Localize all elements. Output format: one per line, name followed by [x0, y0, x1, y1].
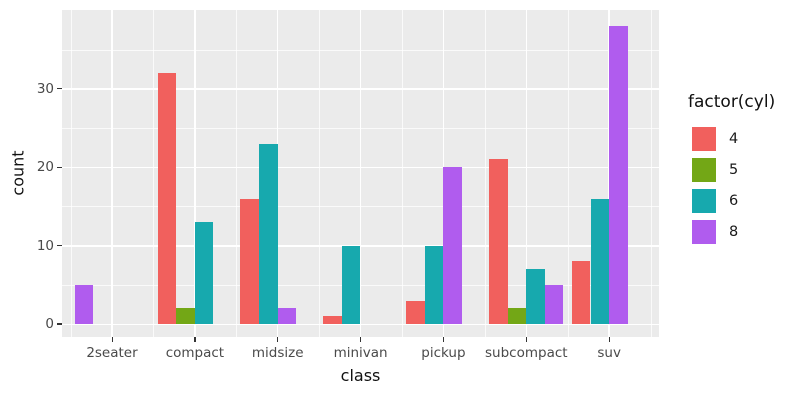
legend-label-5: 5 — [729, 162, 739, 178]
legend-key-6 — [692, 189, 716, 213]
x-tick-pickup — [442, 337, 445, 342]
gridline-minor-x — [402, 10, 403, 337]
x-tick-label-suv: suv — [597, 345, 621, 361]
y-tick-0 — [57, 323, 62, 325]
bar-pickup-cyl6 — [424, 245, 444, 324]
legend-title: factor(cyl) — [688, 92, 776, 112]
bar-compact-cyl6 — [194, 222, 214, 324]
x-axis-title: class — [340, 366, 381, 385]
x-tick-2seater — [111, 337, 113, 342]
x-tick-midsize — [277, 337, 279, 342]
y-tick-label-0: 0 — [45, 316, 54, 332]
legend-item-5: 5 — [688, 158, 775, 182]
x-tick-label-pickup: pickup — [421, 345, 466, 361]
legend-items: 4 5 6 8 — [688, 127, 775, 244]
x-tick-label-compact: compact — [165, 345, 225, 361]
legend-item-6: 6 — [688, 189, 775, 213]
y-axis-title: count — [8, 150, 28, 196]
legend-key-4 — [692, 127, 716, 151]
legend-label-6: 6 — [729, 193, 739, 209]
gridline-minor-x — [70, 10, 72, 337]
gridline-major-x — [194, 10, 196, 337]
bar-compact-cyl4 — [157, 73, 177, 324]
x-tick-subcompact — [525, 337, 527, 342]
legend: factor(cyl) 4 5 6 8 — [688, 92, 775, 251]
y-tick-label-20: 20 — [36, 159, 54, 176]
legend-label-8: 8 — [729, 224, 739, 240]
gridline-minor-x — [153, 10, 155, 337]
bar-subcompact-cyl6 — [526, 269, 545, 324]
x-tick-suv — [608, 337, 610, 342]
legend-item-8: 8 — [688, 220, 775, 244]
bar-minivan-cyl4 — [323, 316, 342, 324]
legend-item-4: 4 — [688, 127, 775, 151]
x-tick-label-subcompact: subcompact — [485, 345, 568, 361]
bar-suv-cyl8 — [609, 26, 628, 324]
y-tick-20 — [57, 166, 62, 168]
x-tick-label-midsize: midsize — [251, 345, 304, 361]
x-tick-minivan — [360, 337, 362, 342]
bar-2seater-cyl8 — [74, 284, 94, 324]
y-tick-label-30: 30 — [36, 80, 54, 97]
legend-label-4: 4 — [729, 131, 739, 147]
bar-midsize-cyl8 — [277, 308, 297, 324]
bar-subcompact-cyl5 — [507, 308, 527, 324]
gridline-major-x — [111, 10, 113, 337]
gridline-minor-x — [567, 10, 569, 337]
legend-key-8 — [692, 220, 716, 244]
y-tick-10 — [57, 245, 62, 247]
gridline-minor-x — [319, 10, 321, 337]
x-tick-label-minivan: minivan — [333, 345, 388, 361]
gridline-minor-x — [650, 10, 652, 337]
bar-suv-cyl6 — [590, 198, 610, 324]
bar-pickup-cyl8 — [443, 167, 462, 324]
y-tick-label-10: 10 — [36, 237, 54, 254]
bar-midsize-cyl4 — [240, 198, 259, 324]
gridline-major-x — [359, 10, 362, 337]
y-tick-30 — [57, 88, 62, 90]
x-tick-label-2seater: 2seater — [86, 345, 138, 361]
bar-compact-cyl5 — [176, 308, 195, 324]
legend-key-5 — [692, 158, 716, 182]
gridline-major-x — [276, 10, 279, 337]
plot-panel — [62, 10, 659, 337]
x-tick-compact — [194, 337, 196, 342]
gridline-major-x — [525, 10, 528, 337]
bar-subcompact-cyl8 — [544, 284, 564, 324]
gridline-minor-x — [236, 10, 238, 337]
bar-subcompact-cyl4 — [489, 159, 508, 324]
gridline-minor-x — [484, 10, 486, 337]
bar-midsize-cyl6 — [259, 143, 278, 324]
bar-minivan-cyl6 — [341, 245, 361, 324]
bar-suv-cyl4 — [571, 261, 591, 324]
bar-pickup-cyl4 — [406, 300, 425, 324]
